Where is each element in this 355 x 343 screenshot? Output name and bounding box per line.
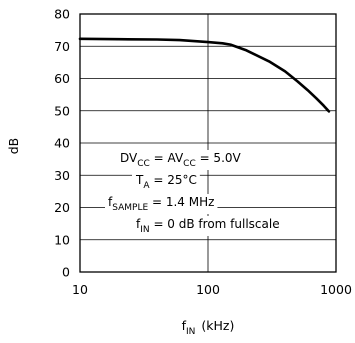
annotation-text: = 25°C bbox=[150, 173, 197, 187]
y-tick-label: 0 bbox=[62, 265, 70, 280]
x-tick-label: 100 bbox=[196, 282, 220, 297]
annotation-text: = AV bbox=[150, 151, 184, 165]
x-axis-label-subscript: IN bbox=[186, 327, 195, 337]
annotation-line: DVCC = AVCC = 5.0V bbox=[120, 151, 242, 169]
annotation-text: f bbox=[108, 195, 113, 209]
annotation-text: f bbox=[136, 217, 141, 231]
annotation-text: DV bbox=[120, 151, 138, 165]
annotation-text: = 1.4 MHz bbox=[148, 195, 214, 209]
x-axis-label: fIN (kHz) bbox=[182, 318, 235, 337]
annotation-background bbox=[105, 194, 218, 214]
annotation-background bbox=[117, 150, 245, 170]
y-tick-label: 10 bbox=[54, 232, 70, 247]
annotation-text: = 5.0V bbox=[196, 151, 242, 165]
plot-frame bbox=[79, 13, 337, 273]
x-axis-label-symbol: f bbox=[182, 318, 187, 333]
x-tick-label: 10 bbox=[72, 282, 88, 297]
annotation-subscript: IN bbox=[140, 225, 149, 235]
y-tick-label: 20 bbox=[54, 200, 70, 215]
annotation-text: = 0 dB from fullscale bbox=[150, 217, 280, 231]
annotation-line: TA = 25°C bbox=[135, 173, 197, 191]
annotation-subscript: SAMPLE bbox=[112, 203, 148, 213]
annotation-line: fSAMPLE = 1.4 MHz bbox=[108, 195, 214, 213]
y-tick-label: 40 bbox=[54, 136, 70, 151]
y-axis-label: dB bbox=[6, 138, 21, 155]
y-tick-label: 60 bbox=[54, 71, 70, 86]
annotation-subscript: A bbox=[143, 181, 150, 191]
annotation-subscript: CC bbox=[137, 159, 150, 169]
series-line bbox=[78, 37, 331, 113]
y-tick-labels: 0 10 20 30 40 50 60 70 80 bbox=[54, 7, 70, 280]
annotation-subscript: CC bbox=[183, 159, 196, 169]
annotation-background bbox=[133, 216, 283, 236]
y-tick-label: 30 bbox=[54, 168, 70, 183]
x-tick-label: 1000 bbox=[320, 282, 352, 297]
y-tick-label: 80 bbox=[54, 7, 70, 22]
x-axis-label-unit: (kHz) bbox=[201, 318, 234, 333]
series bbox=[78, 37, 331, 113]
x-tick-labels: 10 100 1000 bbox=[72, 282, 352, 297]
y-tick-label: 70 bbox=[54, 39, 70, 54]
annotation-background bbox=[132, 172, 200, 192]
annotation-line: fIN = 0 dB from fullscale bbox=[136, 217, 280, 235]
annotation-backgrounds bbox=[105, 150, 283, 236]
y-tick-label: 50 bbox=[54, 103, 70, 118]
annotation-text: T bbox=[135, 173, 144, 187]
